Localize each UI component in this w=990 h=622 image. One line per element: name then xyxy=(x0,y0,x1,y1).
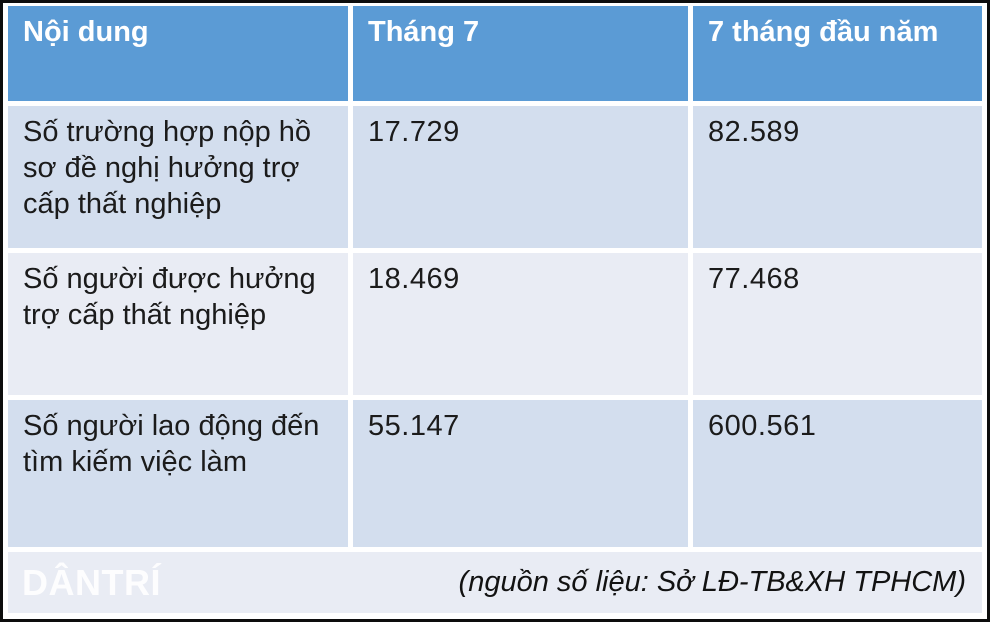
column-header-7-thang-dau-nam: 7 tháng đầu năm xyxy=(693,6,982,101)
table-row-label: Số người lao động đến tìm kiếm việc làm xyxy=(8,400,348,547)
table-row-label: Số trường hợp nộp hồ sơ đề nghị hưởng tr… xyxy=(8,106,348,248)
column-header-noi-dung: Nội dung xyxy=(8,6,348,101)
data-source-note: (nguồn số liệu: Sở LĐ-TB&XH TPHCM) xyxy=(458,566,966,598)
table-cell-value: 600.561 xyxy=(693,400,982,547)
column-header-thang-7: Tháng 7 xyxy=(353,6,688,101)
table-cell-value: 18.469 xyxy=(353,253,688,395)
table-cell-value: 77.468 xyxy=(693,253,982,395)
footer-bar: DÂNTRÍ (nguồn số liệu: Sở LĐ-TB&XH TPHCM… xyxy=(8,552,982,613)
table-cell-value: 82.589 xyxy=(693,106,982,248)
dantri-logo: DÂNTRÍ xyxy=(22,561,161,603)
table-cell-value: 17.729 xyxy=(353,106,688,248)
table-row-label: Số người được hưởng trợ cấp thất nghiệp xyxy=(8,253,348,395)
table-cell-value: 55.147 xyxy=(353,400,688,547)
table-grid: Nội dung Tháng 7 7 tháng đầu năm Số trườ… xyxy=(8,6,982,613)
